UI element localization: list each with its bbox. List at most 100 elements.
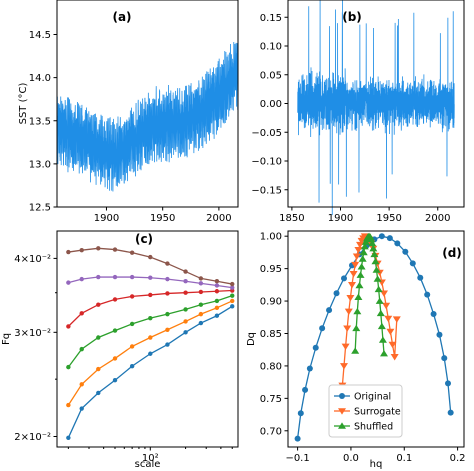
x-tick-label-b: 1900 (328, 213, 353, 224)
fq-series-point-3 (148, 292, 153, 298)
fq-series-point-0 (198, 320, 204, 326)
fq-series-point-1 (165, 327, 170, 332)
x-axis-label-d: hq (370, 459, 383, 470)
spectrum-point-original (445, 380, 451, 387)
spectrum-point-original (297, 410, 304, 417)
y-axis-label-a: SST (°C) (18, 83, 29, 125)
spectrum-point-surrogate (351, 261, 360, 269)
spectrum-point-surrogate (340, 363, 348, 370)
fq-series-point-0 (66, 435, 71, 440)
y-tick-label-d: 0.95 (260, 264, 282, 275)
spectrum-point-original (386, 235, 393, 242)
spectrum-point-shuffled (353, 307, 362, 315)
fq-series-point-2 (66, 364, 71, 370)
spectrum-point-shuffled (370, 250, 379, 258)
legend: Original Surrogate Shuffled (328, 384, 403, 438)
y-tick-label-d: 0.80 (260, 361, 282, 372)
spectrum-point-original (302, 386, 309, 393)
fq-series-point-4 (198, 281, 204, 286)
legend-swatch-marker (339, 393, 345, 399)
spectrum-point-surrogate (343, 325, 352, 332)
y-tick-label-a: 14.5 (29, 30, 51, 41)
fq-series-point-4 (230, 285, 235, 290)
spectrum-point-original (441, 355, 448, 362)
y-tick-label-c: 3×10⁻² (14, 328, 51, 339)
spectrum-point-original (319, 325, 326, 332)
fq-series-point-3 (79, 311, 84, 316)
fq-series-point-3 (66, 324, 71, 329)
fq-series-point-2 (183, 307, 188, 312)
y-tick-label-d: 0.90 (260, 297, 282, 308)
legend-label: Surrogate (354, 407, 401, 418)
spectrum-point-shuffled (368, 239, 377, 247)
y-tick-label-a: 14.0 (29, 73, 51, 84)
fq-series-point-4 (129, 274, 135, 280)
spectrum-point-surrogate (390, 354, 399, 361)
x-tick-label-d: 0.1 (396, 453, 412, 464)
y-tick-label-a: 13.5 (29, 116, 51, 127)
fq-series-point-2 (148, 315, 153, 321)
spectrum-point-original (312, 344, 319, 351)
spectrum-point-surrogate (392, 316, 401, 323)
spectrum-point-original (417, 274, 424, 281)
spectrum-point-surrogate (382, 302, 391, 310)
spectrum-point-shuffled (378, 336, 387, 343)
fq-series-point-1 (230, 298, 235, 304)
spectrum-point-surrogate (348, 282, 356, 289)
panel-a-sst-timeseries: 1900 1950 2000 12.5 13.0 13.5 14.0 14.5 SST (°C)… (18, 0, 239, 224)
spectrum-point-shuffled (352, 324, 361, 332)
x-tick-label-b: 2000 (425, 213, 450, 224)
spectrum-point-original (341, 275, 347, 282)
y-tick-label-d: 0.75 (260, 394, 282, 405)
fq-series-point-5 (148, 254, 153, 260)
y-tick-label-d: 0.85 (260, 329, 282, 340)
spectrum-point-shuffled (376, 309, 385, 317)
fq-series-point-2 (96, 335, 101, 340)
spectrum-point-original (409, 260, 416, 267)
panel-b-detrended-timeseries: 1850 1900 1950 2000 −0.15 −0.10 −0.05 0.00 0.05 0… (251, 0, 465, 224)
fq-series-point-3 (129, 294, 135, 299)
fq-series-point-2 (129, 321, 135, 327)
spectrum-point-shuffled (358, 255, 367, 262)
panel-label: (b) (342, 10, 362, 24)
spectrum-point-shuffled (351, 347, 360, 354)
fq-series-point-4 (79, 276, 84, 282)
fq-series-point-1 (112, 356, 118, 361)
y-tick-label-a: 13.0 (29, 159, 51, 170)
panel-label: (c) (135, 232, 153, 246)
y-tick-label-b: −0.10 (251, 157, 282, 168)
x-tick-label-a: 2000 (206, 213, 231, 224)
fq-series-point-3 (112, 297, 118, 302)
fq-series-point-1 (148, 335, 153, 340)
spectrum-point-shuffled (360, 242, 369, 250)
fq-series-point-4 (183, 279, 188, 284)
spectrum-point-shuffled (373, 275, 382, 282)
x-tick-label-a: 1950 (150, 213, 175, 224)
spectrum-point-shuffled (377, 322, 386, 330)
spectrum-point-original (436, 331, 443, 338)
fq-series-point-5 (183, 269, 188, 274)
spectrum-point-shuffled (359, 248, 368, 256)
y-tick-label-b: 0.10 (260, 42, 282, 53)
fq-series-point-5 (112, 247, 118, 252)
fq-series-line-2 (67, 295, 233, 368)
spectrum-point-original (306, 365, 313, 372)
fq-series-point-3 (165, 291, 170, 296)
fq-series-point-4 (214, 283, 220, 288)
x-tick-label-d: 0.2 (450, 453, 466, 464)
fq-series-point-0 (183, 330, 188, 335)
fq-series-point-1 (129, 344, 135, 349)
legend-label: Original (354, 392, 391, 403)
spectrum-point-original (394, 240, 401, 247)
y-tick-label-b: 0.05 (260, 70, 282, 81)
fq-series-point-1 (96, 366, 101, 372)
spectrum-point-original (424, 291, 431, 298)
x-tick-label-a: 1900 (94, 213, 119, 224)
fq-series-point-2 (79, 346, 84, 352)
spectrum-point-surrogate (384, 315, 393, 323)
fq-series-point-0 (96, 390, 101, 396)
y-tick-label-b: 0.00 (260, 99, 282, 110)
x-tick-label-d: 0.0 (343, 453, 359, 464)
fq-series-point-2 (112, 328, 118, 333)
